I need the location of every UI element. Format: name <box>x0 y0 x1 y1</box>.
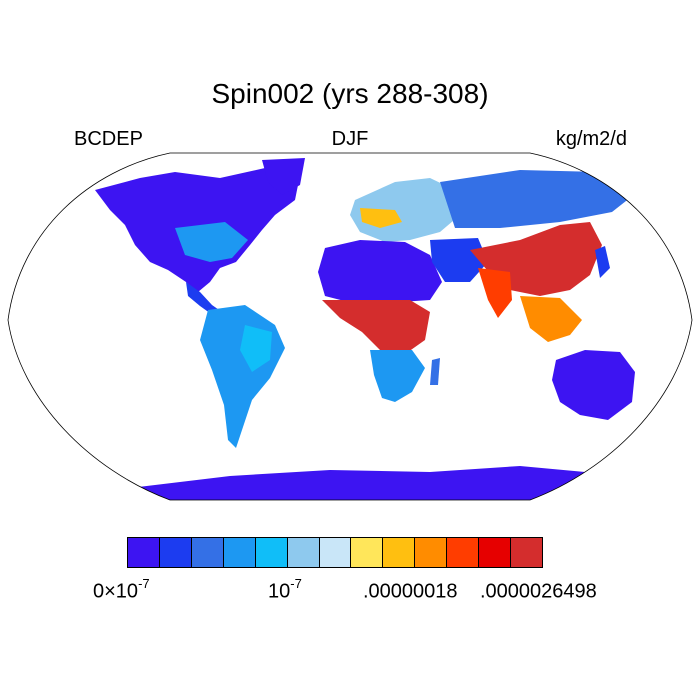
colorbar-tick-label-1: 0×10-7 <box>93 576 150 603</box>
south-america <box>200 305 285 448</box>
colorbar-swatch-12 <box>479 538 512 567</box>
colorbar-swatch-2 <box>159 538 192 567</box>
southeast-asia <box>520 296 582 342</box>
colorbar <box>127 537 543 568</box>
colorbar-tick-label-4: .0000026498 <box>480 580 597 603</box>
asia-north <box>440 170 640 228</box>
units-label: kg/m2/d <box>555 128 627 150</box>
colorbar-swatch-6 <box>287 538 320 567</box>
plot-title: Spin002 (yrs 288-308) <box>211 78 489 109</box>
colorbar-swatch-3 <box>191 538 224 567</box>
india <box>478 268 512 318</box>
south-america-east <box>240 325 272 372</box>
colorbar-tick-label-3: .00000018 <box>363 580 458 603</box>
greenland <box>262 158 305 195</box>
colorbar-swatch-4 <box>223 538 256 567</box>
colorbar-swatch-13 <box>511 538 542 567</box>
australia <box>552 350 635 420</box>
colorbar-swatch-9 <box>383 538 416 567</box>
central-america <box>186 282 222 316</box>
new-zealand <box>650 402 668 428</box>
japan <box>595 246 610 278</box>
africa-central <box>322 300 430 352</box>
variable-label: BCDEP <box>74 128 143 150</box>
colorbar-tick-label-2: 10-7 <box>268 576 302 603</box>
season-label: DJF <box>331 128 369 150</box>
colorbar-swatch-10 <box>415 538 448 567</box>
antarctica <box>120 466 592 500</box>
middle-east <box>430 238 488 282</box>
africa-south <box>370 350 425 402</box>
colorbar-swatch-5 <box>255 538 288 567</box>
colorbar-swatch-8 <box>351 538 384 567</box>
africa-north <box>318 240 442 305</box>
north-america-mid <box>175 222 248 262</box>
colorbar-swatch-11 <box>447 538 480 567</box>
europe-high <box>360 208 402 228</box>
colorbar-swatch-1 <box>128 538 160 567</box>
madagascar <box>430 358 440 385</box>
colorbar-swatch-7 <box>319 538 352 567</box>
map-outline <box>7 152 693 501</box>
